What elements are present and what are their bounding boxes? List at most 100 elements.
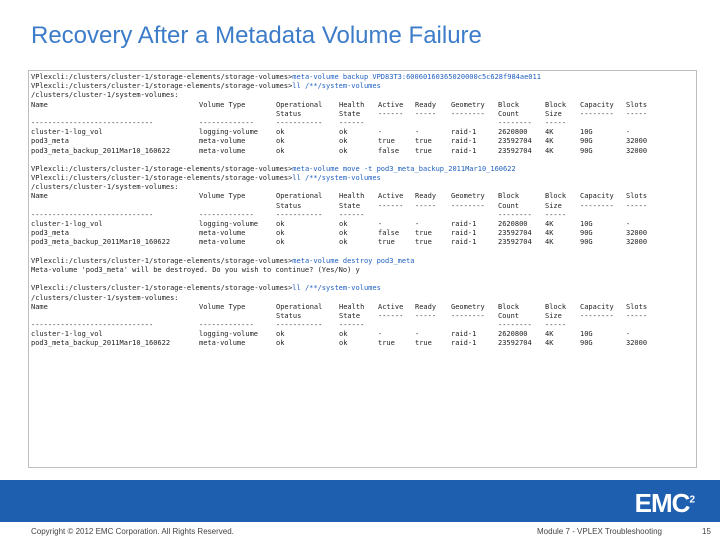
table-cell: State (339, 201, 361, 210)
table-cell: - (378, 128, 383, 137)
table-header-row: ----------------------------- -----------… (31, 118, 566, 128)
table-cell: 2620800 (498, 220, 528, 228)
terminal-blank-line (31, 248, 541, 257)
table-cell: ----------- (276, 321, 323, 330)
terminal-command: meta-volume destroy pod3_meta (292, 256, 415, 265)
table-row: pod3_meta meta-volume ok ok true true raid-1 23… (31, 137, 647, 146)
terminal-prompt: VPlexcli:/clusters/cluster-1/storage-ele… (31, 82, 293, 91)
terminal-line: VPlexcli:/clusters/cluster-1/storage-ele… (31, 174, 541, 183)
table-cell: raid-1 (451, 330, 477, 339)
table-cell: ----- (626, 109, 648, 118)
table-cell: ok (276, 137, 285, 146)
table-cell: 90G (580, 137, 593, 146)
terminal-blank-line (31, 275, 541, 284)
table-cell: ----- (626, 311, 648, 320)
table-header-row: ----------------------------- -----------… (31, 210, 566, 220)
table-cell: ----------------------------- (31, 321, 154, 330)
slide-title: Recovery After a Metadata Volume Failure (31, 22, 482, 49)
table-header-row: Name Volume Type Operational Health Active Re… (31, 302, 647, 312)
table-cell: Name (31, 100, 48, 109)
table-cell: - (378, 220, 383, 228)
table-cell: Size (545, 311, 562, 320)
table-header-row: Status State ------ ----- -------- Count Size -… (31, 109, 647, 119)
table-cell: true (378, 339, 395, 348)
table-header-row: Name Volume Type Operational Health Active Re… (31, 192, 647, 201)
table-cell: cluster-1-log_vol (31, 220, 103, 228)
terminal-line: /clusters/cluster-1/system-volumes: (31, 183, 541, 192)
table-cell: meta-volume (199, 339, 246, 348)
table-cell: true (415, 229, 432, 238)
table-cell: ------ (339, 210, 365, 219)
table-cell: meta-volume (199, 238, 246, 247)
terminal-prompt: Meta-volume 'pod3_meta' will be destroye… (31, 265, 360, 274)
table-cell: ok (276, 238, 285, 247)
table-cell: true (415, 146, 432, 155)
table-cell: Health (339, 302, 365, 311)
terminal-line: /clusters/cluster-1/system-volumes: (31, 294, 541, 303)
table-cell: ----- (545, 210, 567, 219)
table-cell: Slots (626, 192, 648, 201)
table-cell: 23592704 (498, 339, 532, 348)
table-cell: meta-volume (199, 146, 246, 155)
table-cell: 2620800 (498, 128, 528, 137)
table-cell: -------- (451, 109, 485, 118)
table-cell: -------- (498, 321, 532, 330)
table-cell: ------ (339, 321, 365, 330)
table-cell: Capacity (580, 192, 614, 201)
table-row: pod3_meta_backup_2011Mar10_160622 meta-vo… (31, 238, 647, 247)
table-cell: 90G (580, 238, 593, 247)
table-cell: raid-1 (451, 128, 477, 137)
table-cell: - (626, 330, 631, 339)
table-cell: 4K (545, 229, 554, 238)
table-cell: Block (498, 100, 520, 109)
table-cell: cluster-1-log_vol (31, 330, 103, 339)
terminal-prompt: VPlexcli:/clusters/cluster-1/storage-ele… (31, 256, 293, 265)
table-cell: ------------- (199, 118, 254, 127)
table-cell: Capacity (580, 100, 614, 109)
table-cell: 32000 (626, 238, 648, 247)
table-cell: 4K (545, 128, 554, 137)
terminal-command: ll /**/system-volumes (292, 174, 381, 183)
table-cell: raid-1 (451, 220, 477, 228)
table-cell: 32000 (626, 339, 648, 348)
terminal-prompt: VPlexcli:/clusters/cluster-1/storage-ele… (31, 164, 293, 173)
table-cell: logging-volume (199, 128, 259, 137)
table-row: pod3_meta_backup_2011Mar10_160622 meta-vo… (31, 146, 647, 156)
table-cell: meta-volume (199, 229, 246, 238)
table-cell: pod3_meta (31, 229, 69, 238)
terminal-blank-line (31, 156, 541, 165)
table-cell: ----- (545, 118, 567, 127)
table-cell: ------------- (199, 321, 254, 330)
table-cell: Volume Type (199, 192, 246, 201)
table-cell: ok (339, 137, 348, 146)
footer-band: EMC2 (0, 480, 720, 522)
page-number: 15 (702, 527, 711, 536)
terminal-line: VPlexcli:/clusters/cluster-1/storage-ele… (31, 73, 541, 82)
table-cell: ------------- (199, 210, 254, 219)
table-cell: Slots (626, 302, 648, 311)
table-cell: 10G (580, 330, 593, 339)
table-cell: Ready (415, 302, 437, 311)
table-cell: raid-1 (451, 146, 477, 155)
table-cell: Active (378, 302, 404, 311)
table-cell: false (378, 146, 400, 155)
table-cell: -------- (580, 109, 614, 118)
table-cell: ok (276, 146, 285, 155)
terminal-command: meta-volume move -t pod3_meta_backup_201… (292, 164, 516, 173)
table-cell: 4K (545, 339, 554, 348)
table-cell: raid-1 (451, 137, 477, 146)
table-cell: Block (498, 192, 520, 201)
table-cell: - (415, 128, 420, 137)
table-cell: ok (339, 128, 348, 137)
table-cell: Operational (276, 302, 323, 311)
emc-logo: EMC2 (634, 488, 695, 518)
table-cell: 23592704 (498, 146, 532, 155)
table-cell: Ready (415, 100, 437, 109)
table-cell: Active (378, 100, 404, 109)
table-cell: raid-1 (451, 229, 477, 238)
table-cell: 4K (545, 146, 554, 155)
table-cell: true (415, 137, 432, 146)
terminal-prompt: /clusters/cluster-1/system-volumes: (31, 91, 179, 100)
table-cell: ----- (545, 321, 567, 330)
table-cell: ok (339, 339, 348, 348)
